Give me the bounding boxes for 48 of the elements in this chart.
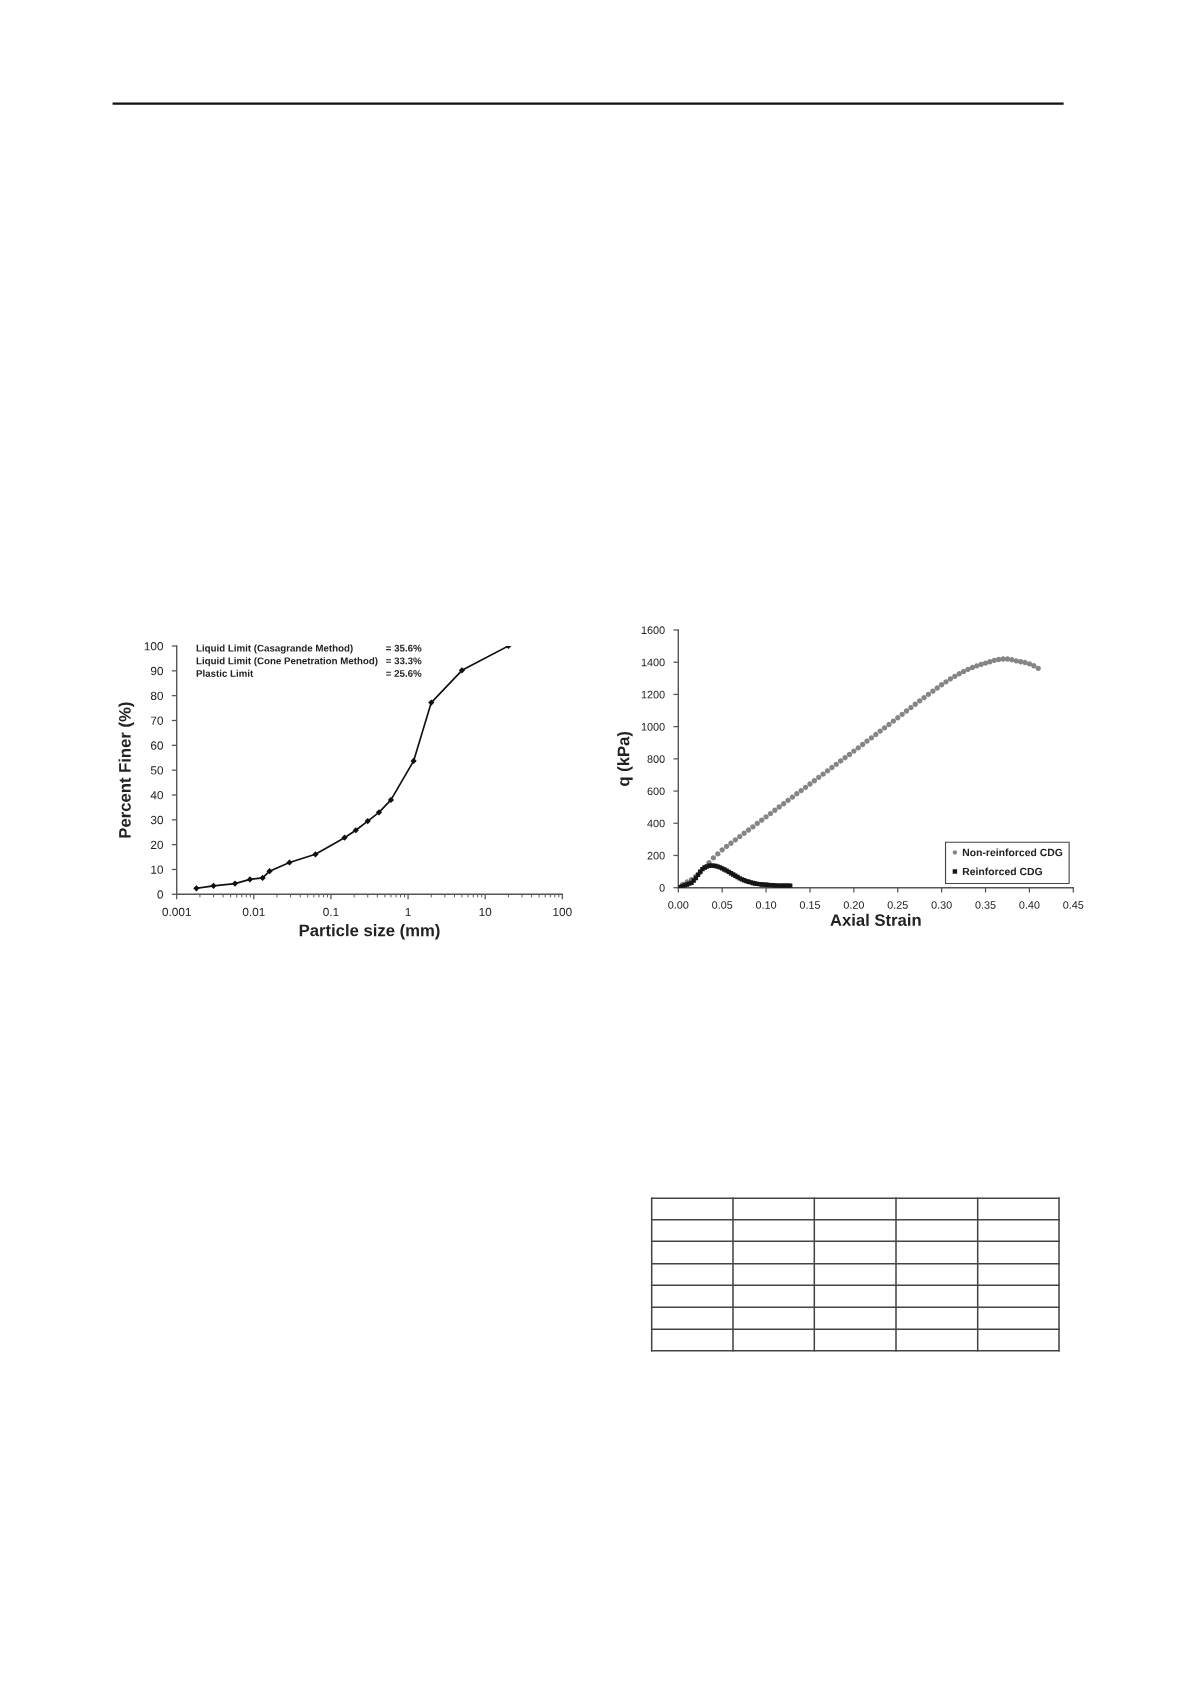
y-tick-label: 600 [647, 787, 665, 796]
annotation: Liquid Limit (Cone Penetration Method) [196, 657, 378, 667]
y-axis-title: q (kPa) [617, 731, 633, 786]
y-tick-label: 1400 [641, 658, 665, 667]
y-tick-label: 100 [144, 642, 164, 651]
x-tick-label: 0.40 [1019, 901, 1040, 909]
legend-label: Non-reinforced CDG [962, 848, 1063, 857]
y-tick-label: 20 [150, 840, 164, 850]
y-tick-label: 10 [151, 865, 164, 874]
x-tick-label: 0.10 [755, 901, 777, 909]
x-tick-label: 0.00 [668, 901, 689, 909]
x-tick-label: 1 [405, 907, 411, 917]
x-tick-label: 0.1 [323, 907, 339, 917]
y-tick-label: 1200 [641, 690, 665, 699]
annotation: = 35.6% [386, 644, 422, 652]
y-tick-label: 40 [150, 791, 164, 800]
y-tick-label: 1000 [641, 723, 665, 731]
annotation: Liquid Limit (Casagrande Method) [196, 644, 353, 654]
x-tick-label: 0.45 [1063, 901, 1084, 909]
x-tick-label: 0.20 [843, 901, 864, 909]
legend-label: Reinforced CDG [962, 867, 1042, 876]
x-tick-label: 10 [479, 907, 492, 917]
x-tick-label: 0.35 [975, 901, 996, 909]
y-tick-label: 0 [157, 890, 164, 899]
x-tick-label: 0.30 [931, 901, 952, 909]
y-tick-label: 400 [647, 819, 665, 828]
x-tick-label: 0.25 [887, 901, 908, 909]
y-tick-label: 0 [659, 884, 665, 892]
y-tick-label: 70 [150, 716, 164, 725]
y-tick-label: 80 [150, 691, 164, 701]
x-axis-title: Particle size (mm) [299, 924, 440, 940]
y-tick-label: 200 [647, 851, 665, 860]
y-axis-title: Percent Finer (%) [118, 702, 135, 838]
x-axis-title: Axial Strain [830, 913, 921, 927]
annotation: = 33.3% [386, 657, 422, 665]
y-tick-label: 30 [150, 815, 164, 825]
x-tick-label: 0.15 [799, 901, 821, 909]
annotation: = 25.6% [386, 670, 422, 677]
y-tick-label: 60 [150, 741, 164, 750]
y-tick-label: 90 [150, 666, 164, 676]
x-tick-label: 0.05 [712, 901, 733, 909]
y-tick-label: 50 [150, 766, 164, 775]
x-tick-label: 0.01 [242, 907, 265, 917]
x-tick-label: 0.001 [162, 907, 191, 917]
annotation: Plastic Limit [196, 669, 254, 677]
y-tick-label: 1600 [641, 626, 665, 635]
x-tick-label: 100 [553, 907, 572, 917]
y-tick-label: 800 [647, 755, 665, 763]
